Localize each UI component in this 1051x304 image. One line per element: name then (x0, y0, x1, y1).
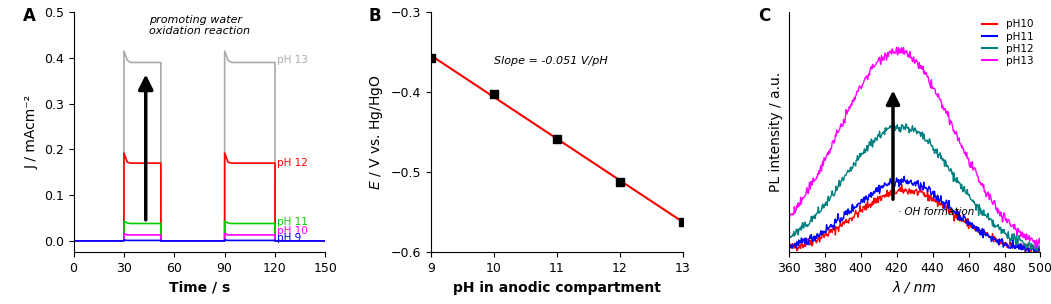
Text: pH 10: pH 10 (276, 226, 308, 236)
Y-axis label: $E$ / V vs. Hg/HgO: $E$ / V vs. Hg/HgO (368, 74, 386, 190)
Text: pH 9: pH 9 (276, 233, 301, 243)
Text: C: C (759, 7, 770, 25)
Text: B: B (368, 7, 380, 25)
Text: pH 13: pH 13 (276, 55, 308, 65)
Text: pH 12: pH 12 (276, 158, 308, 168)
Point (675, 219, 692, 224)
Text: pH 11: pH 11 (276, 217, 308, 227)
Text: A: A (23, 7, 36, 25)
Text: · OH formation: · OH formation (899, 207, 974, 216)
Y-axis label: J / mAcm⁻²: J / mAcm⁻² (24, 95, 38, 169)
Text: Slope = -0.051 V/pH: Slope = -0.051 V/pH (494, 56, 607, 66)
Point (549, 136, 565, 141)
X-axis label: pH in anodic compartment: pH in anodic compartment (453, 281, 661, 295)
X-axis label: Time / s: Time / s (169, 281, 230, 295)
X-axis label: λ / nm: λ / nm (892, 281, 936, 295)
Text: promoting water
oxidation reaction: promoting water oxidation reaction (149, 15, 250, 36)
Point (423, 55, 439, 60)
Y-axis label: PL intensity / a.u.: PL intensity / a.u. (769, 72, 783, 192)
Legend: pH10, pH11, pH12, pH13: pH10, pH11, pH12, pH13 (980, 17, 1035, 68)
Point (486, 92, 502, 96)
Point (612, 179, 628, 184)
